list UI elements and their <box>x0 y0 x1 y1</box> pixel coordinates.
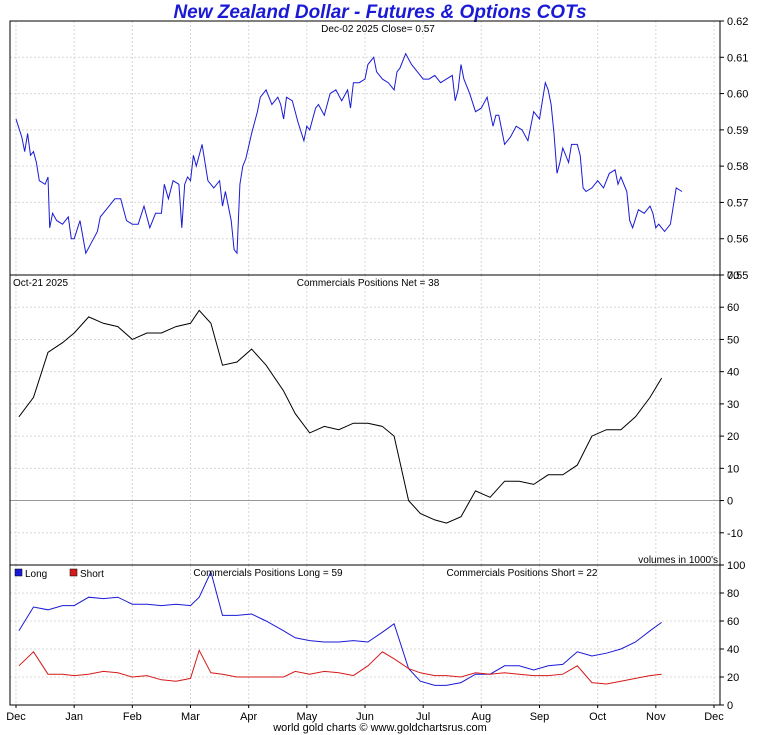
x-tick-label: Feb <box>123 711 142 723</box>
y-tick-label: 0.62 <box>727 16 748 28</box>
x-tick-label: Dec <box>6 711 26 723</box>
y-tick-label: 0.56 <box>727 234 748 246</box>
x-tick-label: Aug <box>472 711 492 723</box>
long-series-line <box>18 570 662 686</box>
legend-label: Short <box>80 569 104 580</box>
y-tick-label: 0.59 <box>727 125 748 137</box>
y-tick-label: 0.60 <box>727 89 748 101</box>
y-tick-label: 40 <box>727 367 739 379</box>
y-tick-label: 0.57 <box>727 197 748 209</box>
y-tick-label: -10 <box>727 528 743 540</box>
panel-date: Oct-21 2025 <box>13 278 68 289</box>
legend-swatch <box>14 568 23 577</box>
y-tick-label: 60 <box>727 302 739 314</box>
price-series-line <box>15 52 683 255</box>
y-tick-label: 0 <box>727 496 733 508</box>
y-tick-label: 80 <box>727 588 739 600</box>
y-tick-label: 0.58 <box>727 161 748 173</box>
frame-layer <box>9 20 724 708</box>
x-tick-label: May <box>296 711 317 723</box>
y-tick-label: 0 <box>727 700 733 712</box>
footer-credit: world gold charts © www.goldchartsrus.co… <box>273 722 487 734</box>
x-tick-label: Jun <box>356 711 374 723</box>
y-tick-label: 60 <box>727 616 739 628</box>
panel-header-right: Commercials Positions Short = 22 <box>447 568 598 579</box>
y-tick-label: 30 <box>727 399 739 411</box>
legend-label: Long <box>25 569 47 580</box>
x-tick-label: Sep <box>530 711 550 723</box>
y-tick-label: 0.61 <box>727 52 748 64</box>
short-series-line <box>18 649 662 685</box>
y-tick-label: 20 <box>727 672 739 684</box>
x-tick-label: Jul <box>416 711 430 723</box>
panel-frame <box>9 20 721 276</box>
x-tick-label: Nov <box>646 711 666 723</box>
y-tick-label: 70 <box>727 270 739 282</box>
x-tick-label: Oct <box>589 711 606 723</box>
chart-title: New Zealand Dollar - Futures & Options C… <box>173 2 587 23</box>
text-layer: 0.55 0.56 0.57 0.58 0.59 0.60 0.61 0.62 Dec-02 2… <box>6 16 748 723</box>
legend-swatch <box>69 568 78 577</box>
y-tick-label: 100 <box>727 560 745 572</box>
y-tick-label: 0.55 <box>727 270 748 282</box>
panel-header: Commercials Positions Long = 59 <box>193 568 343 579</box>
panel-header: Commercials Positions Net = 38 <box>297 278 440 289</box>
x-tick-label: Mar <box>181 711 200 723</box>
y-tick-label: 10 <box>727 463 739 475</box>
x-tick-label: Apr <box>240 711 257 723</box>
net-series-line <box>18 309 663 524</box>
y-tick-label: 50 <box>727 334 739 346</box>
x-tick-label: Jan <box>65 711 83 723</box>
volumes-note: volumes in 1000's <box>638 555 718 566</box>
series-layer <box>15 52 683 686</box>
panel-header: Dec-02 2025 Close= 0.57 <box>321 24 435 35</box>
y-tick-label: 20 <box>727 431 739 443</box>
grid-layer <box>10 20 720 706</box>
y-tick-label: 40 <box>727 644 739 656</box>
x-tick-label: Dec <box>704 711 724 723</box>
